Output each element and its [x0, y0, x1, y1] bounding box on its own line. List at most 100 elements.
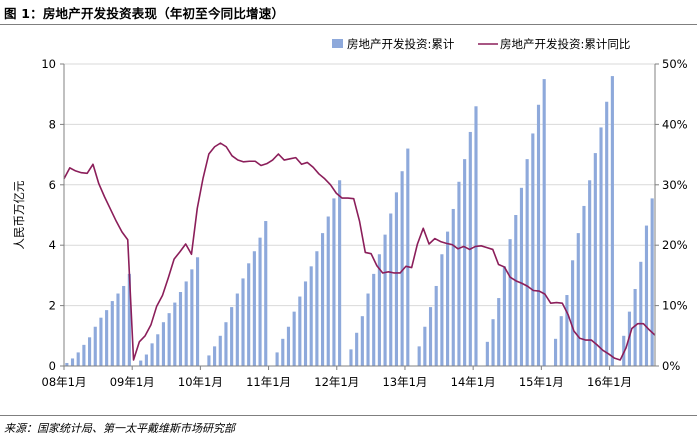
bar [417, 346, 421, 366]
bar [207, 355, 211, 366]
bar [605, 101, 609, 366]
bar [286, 326, 291, 366]
right-axis-ticks: 0% 10% 20% 30% 40% 50% [655, 57, 688, 373]
bar [218, 335, 222, 366]
bar [394, 192, 398, 366]
left-tick-label: 4 [49, 238, 56, 252]
x-tick-label: 09年1月 [110, 375, 155, 389]
x-tick-label: 13年1月 [382, 375, 427, 389]
bar [372, 273, 376, 366]
bar [389, 213, 393, 366]
bar [400, 171, 404, 366]
bar [326, 216, 330, 366]
x-tick-label: 15年1月 [519, 375, 564, 389]
bar [514, 215, 518, 366]
left-tick-label: 2 [49, 299, 56, 313]
x-tick-label: 12年1月 [314, 375, 359, 389]
bar [610, 76, 614, 366]
bar [224, 322, 228, 366]
bar [190, 269, 194, 366]
bar [349, 349, 353, 366]
bar [150, 343, 154, 366]
bar [508, 239, 512, 366]
x-tick-label: 16年1月 [587, 375, 632, 389]
bar [360, 316, 364, 366]
right-tick-label: 0% [662, 359, 680, 373]
axes [63, 64, 656, 367]
x-tick-label: 08年1月 [42, 375, 87, 389]
x-tick-label: 10年1月 [178, 375, 223, 389]
bar [99, 317, 103, 366]
bar [434, 285, 438, 366]
chart-title: 图 1：房地产开发投资表现（年初至今同比增速） [4, 6, 285, 21]
bar [366, 293, 370, 366]
bar [235, 293, 239, 366]
bar [406, 148, 410, 366]
bar [93, 326, 97, 366]
bar [195, 257, 200, 366]
bar [491, 319, 495, 366]
bar [184, 281, 188, 366]
bar [428, 307, 433, 366]
bar [76, 352, 80, 366]
bar [110, 301, 114, 366]
bar [303, 281, 308, 366]
bar [650, 198, 654, 366]
bar [565, 295, 569, 366]
legend-line-label: 房地产开发投资:累计同比 [500, 37, 630, 51]
bar [639, 261, 643, 366]
bar [144, 354, 148, 366]
bar [582, 205, 586, 366]
bar [536, 104, 541, 367]
yoy-line [63, 142, 656, 361]
bar [571, 260, 575, 366]
bar [167, 313, 171, 366]
bar [440, 254, 444, 366]
bar [497, 298, 501, 366]
right-tick-label: 20% [662, 238, 688, 252]
bar [502, 266, 506, 366]
left-tick-label: 8 [49, 117, 56, 131]
bar-series [65, 76, 654, 367]
bar [281, 338, 285, 366]
source-divider [0, 415, 697, 416]
left-tick-label: 0 [49, 359, 56, 373]
source-note: 来源：国家统计局、第一太平戴维斯市场研究部 [4, 422, 235, 435]
bar [559, 316, 563, 366]
bar [321, 233, 325, 366]
bar [230, 307, 234, 366]
bar [457, 181, 461, 366]
bar [173, 302, 177, 366]
right-tick-label: 10% [662, 299, 688, 313]
bar [116, 293, 120, 366]
bar [576, 233, 580, 366]
right-tick-label: 30% [662, 178, 688, 192]
bar [633, 288, 637, 366]
bar [105, 310, 109, 366]
bar [377, 254, 381, 366]
left-tick-label: 10 [41, 57, 56, 71]
left-tick-label: 6 [49, 178, 56, 192]
legend: 房地产开发投资:累计 房地产开发投资:累计同比 [332, 37, 630, 51]
bar [88, 337, 92, 366]
bar [593, 153, 597, 366]
bar [553, 338, 558, 366]
bar [309, 266, 313, 366]
bar [525, 159, 529, 366]
bar [247, 263, 251, 366]
right-tick-label: 50% [662, 57, 688, 71]
title-divider [0, 24, 697, 25]
bar [70, 358, 75, 366]
bar [161, 322, 166, 366]
bar [474, 106, 478, 366]
bar [463, 159, 467, 366]
bar [139, 360, 143, 366]
bar [82, 344, 86, 366]
bar [588, 180, 592, 366]
bar [241, 278, 245, 366]
bar [485, 341, 489, 366]
gridlines [64, 63, 655, 307]
y-axis-label: 人民币万亿元 [12, 180, 26, 249]
bar [519, 187, 524, 366]
bar [599, 127, 603, 366]
